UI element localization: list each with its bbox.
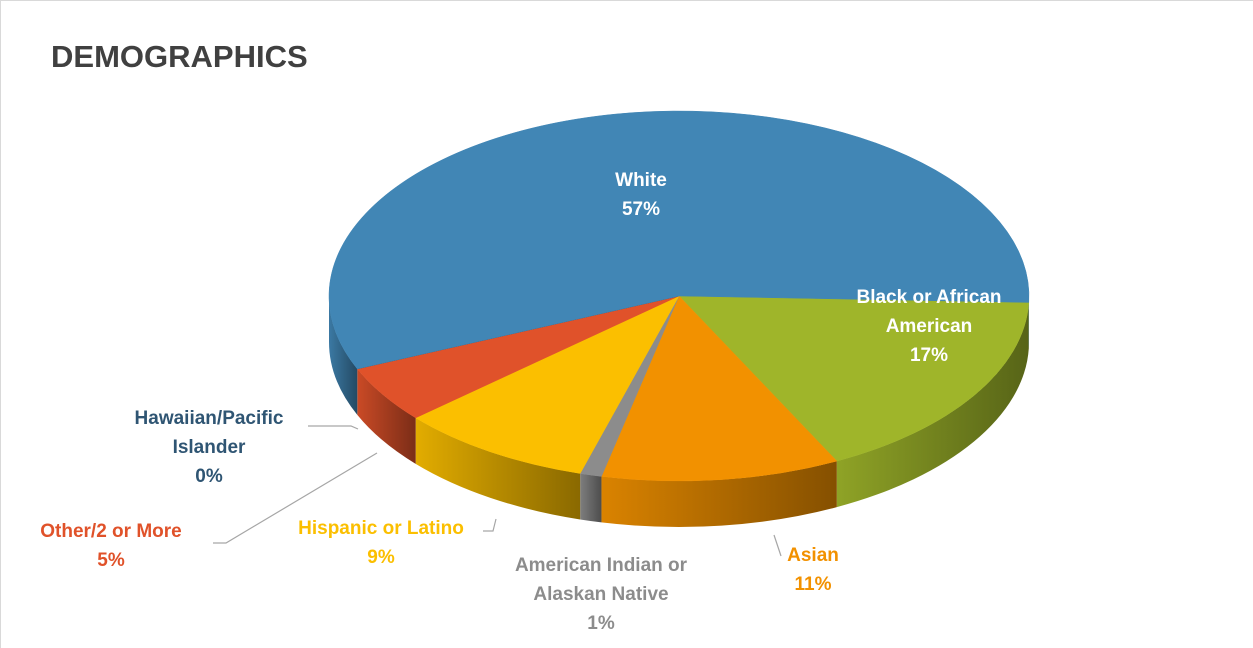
- leader-line: [308, 425, 359, 430]
- category-label: Hawaiian/Pacific Islander: [134, 408, 284, 458]
- pie-side: [601, 461, 837, 528]
- data-label: Hispanic or Latino 9%: [261, 514, 501, 572]
- category-label: American Indian or Alaskan Native: [514, 555, 688, 605]
- pie-side: [415, 417, 581, 520]
- value-label: 9%: [367, 547, 395, 568]
- leader-line: [213, 452, 378, 544]
- category-label: Other/2 or More: [40, 521, 182, 542]
- pie-side: [357, 368, 416, 464]
- pie-slice: [601, 295, 838, 482]
- category-label: Black or African American: [856, 287, 1002, 337]
- value-label: 5%: [97, 550, 125, 571]
- data-label: Asian 11%: [753, 541, 873, 599]
- pie-tops: [328, 110, 1030, 482]
- data-label: Hawaiian/Pacific Islander 0%: [109, 404, 309, 491]
- value-label: 17%: [909, 345, 949, 366]
- value-label: 1%: [587, 613, 615, 634]
- pie-side: [836, 302, 1029, 508]
- value-label: 0%: [195, 466, 223, 487]
- value-label: 57%: [621, 199, 661, 220]
- pie-slice: [415, 295, 680, 474]
- chart-title: DEMOGRAPHICS: [51, 39, 308, 74]
- data-label: Other/2 or More 5%: [1, 517, 231, 575]
- data-label: American Indian or Alaskan Native 1%: [481, 551, 721, 638]
- pie-side: [329, 296, 358, 415]
- category-label: Asian: [787, 545, 839, 566]
- data-label: Black or African American 17%: [837, 283, 1022, 370]
- data-label: White 57%: [541, 166, 741, 224]
- pie-side: [580, 473, 602, 523]
- category-label: White: [615, 170, 667, 191]
- value-label: 11%: [794, 574, 832, 595]
- pie-slice: [328, 110, 1030, 370]
- pie-sides: [329, 296, 1029, 528]
- pie-slice: [678, 295, 1030, 462]
- category-label: Hispanic or Latino: [298, 518, 464, 539]
- leader-line: [773, 534, 782, 557]
- leader-line: [483, 518, 497, 532]
